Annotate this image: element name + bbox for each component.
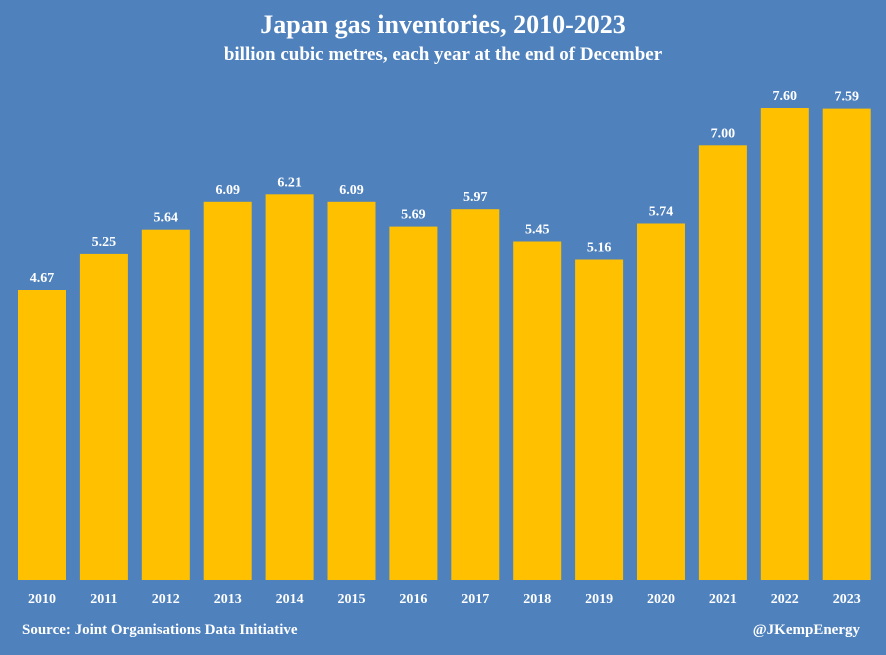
bar-2010 (18, 290, 66, 580)
value-label-2014: 6.21 (277, 175, 302, 190)
value-label-2012: 5.64 (154, 211, 179, 226)
x-tick-label-2010: 2010 (28, 592, 56, 607)
x-tick-label-2013: 2013 (214, 592, 242, 607)
x-tick-label-2021: 2021 (709, 592, 737, 607)
x-tick-label-2014: 2014 (276, 592, 304, 607)
credit-handle: @JKempEnergy (752, 622, 860, 638)
x-tick-label-2020: 2020 (647, 592, 675, 607)
x-tick-labels-group: 2010 2011 2012 2013 2014 2015 2016 2017 2018 2019… (28, 592, 861, 607)
value-label-2011: 5.25 (92, 235, 117, 250)
bar-2017 (451, 209, 500, 580)
chart-subtitle: billion cubic metres, each year at the e… (223, 44, 663, 65)
value-label-2013: 6.09 (215, 183, 240, 198)
bar-2016 (389, 226, 438, 580)
bar-2015 (327, 201, 376, 581)
value-label-2016: 5.69 (401, 208, 426, 223)
value-label-2023: 7.59 (834, 90, 859, 105)
value-label-2018: 5.45 (525, 223, 550, 238)
bar-2011 (79, 253, 128, 580)
chart-title: Japan gas inventories, 2010-2023 (260, 10, 626, 39)
value-label-2020: 5.74 (649, 205, 674, 220)
bar-2019 (575, 259, 624, 580)
x-tick-label-2019: 2019 (585, 592, 613, 607)
bar-2012 (141, 229, 190, 580)
bar-2022 (760, 108, 809, 580)
value-label-2017: 5.97 (463, 190, 488, 205)
value-label-2010: 4.67 (30, 271, 55, 286)
value-label-2019: 5.16 (587, 241, 612, 256)
x-tick-label-2016: 2016 (399, 592, 427, 607)
bar-2020 (637, 223, 685, 580)
x-tick-label-2015: 2015 (338, 592, 366, 607)
x-tick-label-2018: 2018 (523, 592, 551, 607)
value-labels-group: 4.67 5.25 5.64 6.09 6.21 6.09 5.69 5.97 5.45 5.16… (30, 89, 859, 286)
x-tick-label-2022: 2022 (771, 592, 799, 607)
x-tick-label-2023: 2023 (833, 592, 861, 607)
value-label-2021: 7.00 (711, 126, 736, 141)
bar-2013 (203, 201, 252, 581)
value-label-2015: 6.09 (339, 183, 364, 198)
x-tick-label-2011: 2011 (90, 592, 117, 607)
source-note: Source: Joint Organisations Data Initiat… (22, 622, 298, 638)
bar-2014 (265, 194, 314, 581)
bars-group (18, 108, 871, 581)
bar-2021 (698, 145, 747, 581)
bar-2023 (822, 108, 871, 580)
x-tick-label-2012: 2012 (152, 592, 180, 607)
x-tick-label-2017: 2017 (461, 592, 489, 607)
bar-2018 (513, 241, 562, 580)
value-label-2022: 7.60 (773, 89, 798, 104)
